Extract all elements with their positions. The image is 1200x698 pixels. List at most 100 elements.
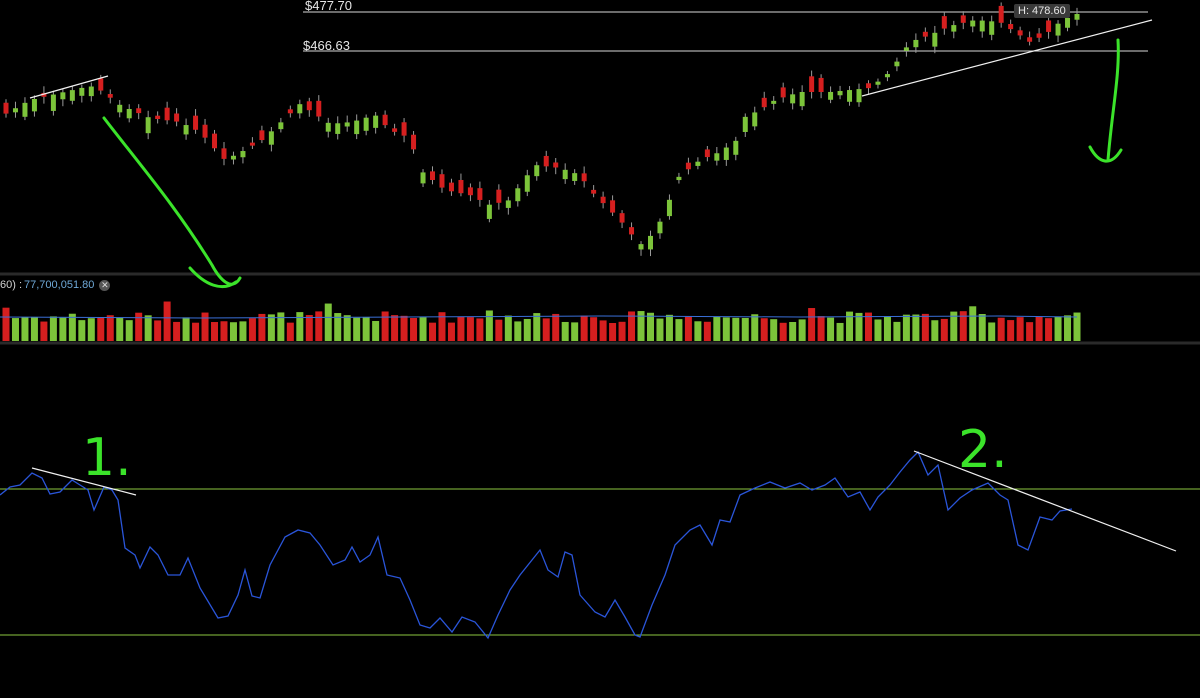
candle-body [117, 104, 123, 113]
candle-body [88, 86, 94, 97]
candle-body [287, 109, 293, 114]
volume-bar [286, 322, 294, 341]
volume-bar [883, 316, 891, 341]
volume-bar [1035, 316, 1043, 341]
candle-body [306, 101, 312, 111]
volume-readout-prefix: 60) : [0, 279, 23, 291]
volume-bar [334, 313, 342, 341]
volume-bar [760, 318, 768, 341]
candle-body [354, 120, 360, 135]
volume-bar [229, 322, 237, 341]
trendline-0 [29, 75, 109, 99]
volume-bar [1054, 316, 1062, 341]
candle-body [515, 188, 521, 202]
volume-bar [258, 313, 266, 341]
volume-bar [770, 319, 778, 341]
volume-panel [0, 301, 1081, 341]
volume-bar [504, 315, 512, 341]
candle-body [297, 104, 303, 114]
volume-bar [722, 317, 730, 341]
candle-body [685, 162, 691, 170]
volume-bar [684, 316, 692, 341]
volume-bar [694, 321, 702, 341]
volume-bar [1045, 318, 1053, 341]
volume-bar [362, 317, 370, 341]
volume-bar [817, 316, 825, 341]
volume-bar [410, 317, 418, 341]
candle-body [1027, 37, 1033, 42]
volume-bar [400, 315, 408, 341]
volume-bar [324, 303, 332, 341]
volume-bar [808, 308, 816, 341]
candle-body [676, 176, 682, 181]
volume-bar [523, 318, 531, 341]
candle-body [202, 124, 208, 138]
volume-bar [789, 321, 797, 341]
volume-bar [1064, 315, 1072, 341]
volume-bar [2, 307, 10, 341]
volume-bar [59, 317, 67, 341]
volume-bar [277, 312, 285, 341]
candle-body [647, 235, 653, 250]
volume-bar [182, 317, 190, 341]
candle-body [1055, 23, 1061, 36]
volume-bar [353, 317, 361, 341]
candle-body [799, 92, 805, 107]
volume-bar [106, 315, 114, 341]
volume-bar [163, 301, 171, 341]
candle-body [752, 112, 758, 127]
candle-body [666, 199, 672, 217]
volume-bar [533, 313, 541, 341]
candle-body [107, 94, 113, 98]
volume-bar [552, 313, 560, 341]
candle-body [562, 169, 568, 180]
volume-bar [125, 320, 133, 341]
volume-bar [447, 322, 455, 341]
volume-bar [912, 314, 920, 341]
candle-body [733, 140, 739, 155]
volume-bar [637, 311, 645, 341]
volume-readout-value: 77,700,051.80 [24, 279, 95, 291]
trendline-1 [861, 19, 1153, 97]
close-circle-icon[interactable]: ✕ [99, 279, 111, 291]
volume-bar [381, 311, 389, 341]
volume-bar [1026, 322, 1034, 341]
volume-bar [628, 311, 636, 341]
annotation-label-1: 1. [82, 428, 132, 488]
volume-bar [49, 316, 57, 341]
candle-body [534, 165, 540, 177]
volume-bar [940, 318, 948, 341]
candle-body [344, 122, 350, 127]
volume-bar [248, 318, 256, 341]
candle-body [69, 90, 75, 101]
volume-bar [30, 317, 38, 341]
candle-body [230, 155, 236, 160]
candle-body [259, 130, 265, 141]
candle-body [771, 100, 777, 104]
volume-bar [116, 317, 124, 341]
volume-bar [561, 321, 569, 341]
volume-bar [893, 321, 901, 341]
volume-bar [827, 317, 835, 341]
candle-body [183, 125, 189, 135]
candle-body [629, 227, 635, 235]
candle-body [837, 90, 843, 96]
candle-body [989, 21, 995, 35]
candle-body [903, 47, 909, 51]
candle-body [695, 161, 701, 166]
volume-bar [646, 312, 654, 341]
volume-bar [732, 317, 740, 341]
volume-bar [40, 321, 48, 341]
candle-body [249, 142, 255, 146]
volume-bar [665, 314, 673, 341]
candle-body [458, 179, 464, 194]
candle-body [714, 153, 720, 161]
high-price-badge: H: 478.60 [1014, 4, 1070, 18]
trendline-3 [913, 450, 1177, 552]
volume-bar [997, 317, 1005, 341]
candle-body [41, 93, 47, 97]
candle-body [98, 78, 104, 91]
volume-bar [438, 312, 446, 341]
candle-body [136, 108, 142, 114]
